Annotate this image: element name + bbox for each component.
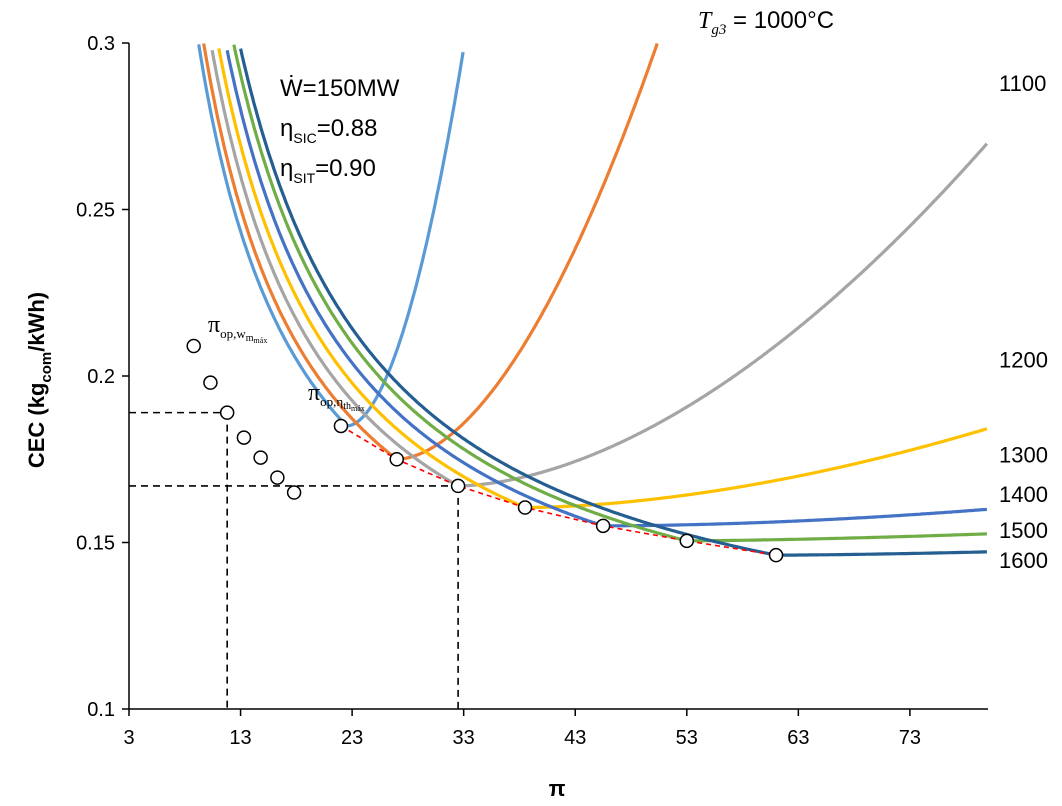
x-tick-label-0: 3 bbox=[123, 727, 134, 749]
curve-label-1500: 1500 bbox=[999, 518, 1048, 543]
eta-sic-label: ηSIC=0.88 bbox=[280, 115, 377, 146]
max_net_work_points-point-1 bbox=[203, 375, 218, 390]
max_efficiency_points-point-0 bbox=[333, 418, 349, 434]
max_net_work_points-point-2 bbox=[219, 405, 235, 420]
eta-sit-label: ηSIT=0.90 bbox=[280, 155, 376, 186]
max_efficiency_points-point-3 bbox=[517, 500, 533, 515]
max_efficiency_points-point-2 bbox=[450, 478, 466, 494]
max_net_work_points-point-3 bbox=[236, 430, 252, 445]
curve-1100 bbox=[202, 42, 659, 461]
curve-label-1600: 1600 bbox=[999, 548, 1048, 573]
max_net_work_points-point-0 bbox=[186, 338, 201, 354]
y-tick-label-3: 0.25 bbox=[76, 200, 115, 222]
reference-lines-layer bbox=[129, 411, 459, 709]
y-tick-label-1: 0.15 bbox=[76, 533, 115, 555]
max_net_work_points-point-6 bbox=[286, 485, 302, 500]
x-tick-label-2: 23 bbox=[341, 727, 363, 749]
curve-label-1100: 1100 bbox=[999, 71, 1046, 96]
curve-labels: 1100 1200 1300 1400 1500 1600 bbox=[999, 71, 1048, 573]
x-tick-label-7: 73 bbox=[899, 727, 921, 749]
axes: 0.1 0.15 0.2 0.25 0.3 3 13 23 33 43 53 63 73 bbox=[76, 33, 988, 749]
max_net_work_points-point-4 bbox=[253, 450, 268, 465]
x-tick-label-3: 33 bbox=[453, 727, 475, 749]
x-tick-label-6: 63 bbox=[787, 727, 809, 749]
x-tick-label-1: 13 bbox=[229, 727, 251, 749]
curve-label-1200: 1200 bbox=[999, 347, 1048, 372]
curve-1200 bbox=[210, 49, 989, 488]
curve-1600 bbox=[239, 48, 987, 557]
max_efficiency_points-point-5 bbox=[679, 533, 695, 549]
max_efficiency_points-point-1 bbox=[389, 452, 404, 467]
x-tick-label-4: 43 bbox=[564, 727, 586, 749]
max-net-work-label: πop,wmmáx bbox=[208, 312, 267, 345]
max-net-work-points bbox=[186, 338, 302, 500]
max-efficiency-label: πop,ηthmáx bbox=[308, 380, 365, 413]
max_efficiency_points-point-6 bbox=[768, 547, 784, 563]
y-tick-label-2: 0.2 bbox=[87, 366, 115, 388]
max_net_work_points-point-5 bbox=[270, 470, 285, 485]
curve-1500 bbox=[232, 44, 987, 543]
max_efficiency_points-point-4 bbox=[595, 518, 611, 534]
y-axis-title: CEC (kgcom/kWh) bbox=[24, 292, 55, 468]
x-tick-label-5: 53 bbox=[676, 727, 698, 749]
temperature-label: Tg3 = 1000°C bbox=[698, 7, 834, 38]
curve-1300 bbox=[217, 48, 988, 510]
y-tick-label-0: 0.1 bbox=[87, 699, 115, 721]
curve-1000 bbox=[197, 44, 465, 428]
y-tick-label-4: 0.3 bbox=[87, 33, 115, 55]
max-efficiency-points bbox=[333, 418, 784, 563]
curve-label-1400: 1400 bbox=[999, 482, 1048, 507]
curve-label-1300: 1300 bbox=[999, 442, 1048, 467]
x-axis-title: π bbox=[549, 776, 566, 801]
power-label: Ẇ=150MW bbox=[280, 75, 400, 102]
